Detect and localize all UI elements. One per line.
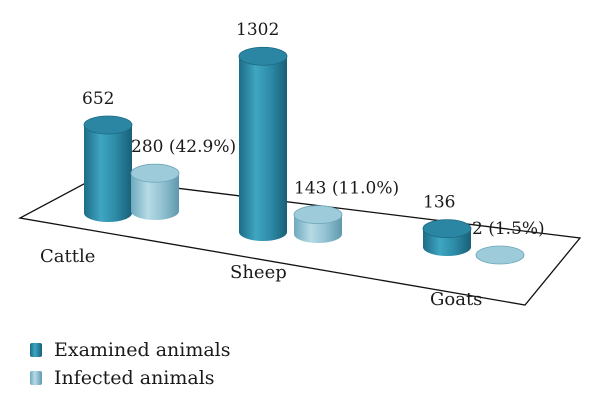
legend-item-examined: Examined animals bbox=[30, 336, 231, 364]
category-label-cattle: Cattle bbox=[40, 246, 95, 267]
data-label-sheep-infected: 143 (11.0%) bbox=[294, 179, 399, 199]
bar-sheep-infected bbox=[293, 205, 343, 243]
bar-sheep-examined bbox=[238, 46, 288, 242]
legend-label-examined: Examined animals bbox=[54, 339, 231, 361]
bar-goats-infected bbox=[475, 245, 525, 265]
category-label-goats: Goats bbox=[430, 289, 482, 310]
legend-item-infected: Infected animals bbox=[30, 364, 231, 392]
bar-cattle-infected bbox=[130, 163, 180, 220]
legend-label-infected: Infected animals bbox=[54, 367, 215, 389]
data-label-goats-infected: 2 (1.5%) bbox=[472, 219, 545, 239]
bar-goats-examined bbox=[422, 219, 472, 256]
data-label-goats-examined: 136 bbox=[423, 193, 455, 213]
bar-cattle-examined bbox=[83, 115, 133, 222]
bar-chart: 652 280 (42.9%) Cattle 1302 143 (11.0%) Sheep… bbox=[18, 20, 582, 310]
data-label-cattle-examined: 652 bbox=[82, 89, 114, 109]
legend: Examined animals Infected animals bbox=[30, 336, 231, 392]
data-label-cattle-infected: 280 (42.9%) bbox=[131, 137, 236, 157]
legend-swatch-infected bbox=[30, 371, 42, 385]
category-label-sheep: Sheep bbox=[230, 262, 287, 283]
data-label-sheep-examined: 1302 bbox=[236, 20, 279, 40]
legend-swatch-examined bbox=[30, 343, 42, 357]
